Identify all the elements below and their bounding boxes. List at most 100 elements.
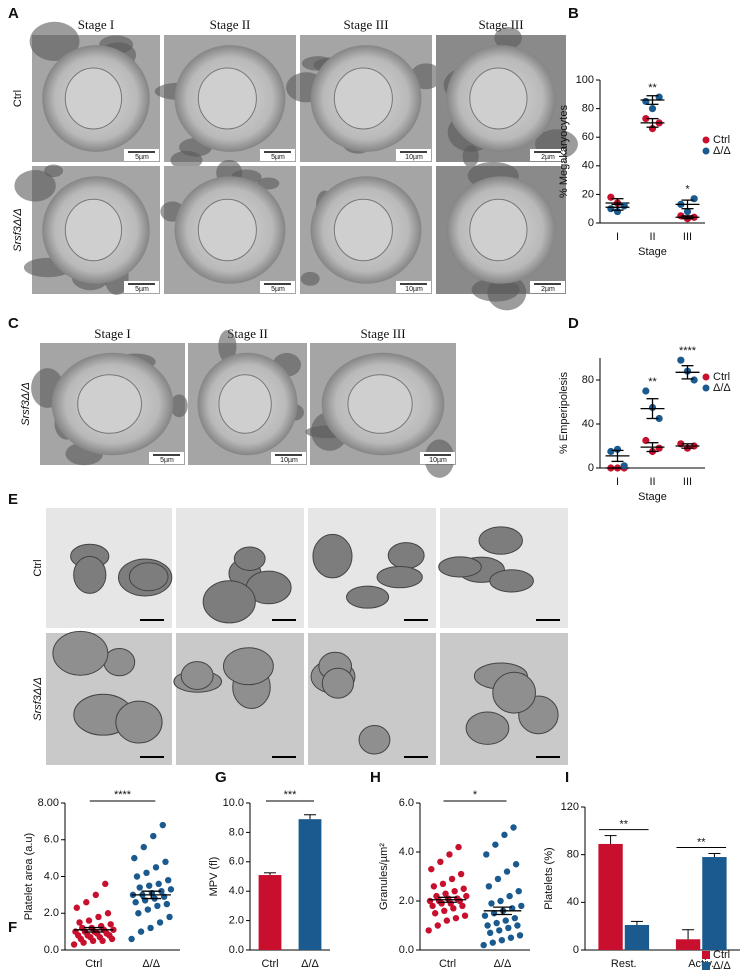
x-axis-title: Stage [638, 491, 667, 503]
data-point [690, 195, 698, 203]
y-axis-title: MPV (fl) [208, 857, 220, 897]
data-point [144, 906, 152, 913]
panel-label: I [565, 769, 569, 786]
data-point [429, 902, 436, 910]
data-point [497, 897, 504, 905]
data-point [158, 888, 165, 895]
data-point [516, 932, 524, 939]
bar [675, 939, 701, 950]
legend-swatch [702, 384, 710, 392]
data-point [147, 924, 154, 932]
data-point [502, 917, 509, 924]
platelet [492, 671, 537, 714]
scale-bar-label: 10µm [405, 286, 423, 293]
scale-bar-label: 10µm [280, 457, 298, 464]
y-tick-label: 2.0 [399, 895, 414, 907]
data-point [102, 880, 109, 888]
data-point [83, 899, 90, 906]
scale-bar-label: 2µm [541, 286, 555, 293]
column-title: Stage II [227, 326, 268, 341]
data-point [481, 912, 489, 919]
data-point [690, 376, 698, 384]
y-tick-label: 10.0 [223, 797, 244, 809]
y-tick-label: 80 [582, 374, 594, 386]
y-tick-label: 2.0 [44, 907, 59, 919]
data-point [496, 927, 503, 934]
column-title: Stage II [210, 17, 251, 32]
legend-swatch [702, 373, 710, 381]
y-axis-title: Platelets (%) [543, 847, 555, 909]
data-point [167, 886, 175, 893]
column-title: Stage I [78, 17, 114, 32]
data-point [146, 882, 153, 889]
data-point [448, 875, 456, 883]
data-point [159, 821, 166, 829]
y-tick-label: 6.0 [399, 797, 414, 809]
data-point [607, 193, 615, 201]
row-label: Srsf3Δ/Δ [32, 677, 44, 721]
significance: **** [679, 345, 697, 357]
platelet [115, 700, 163, 744]
data-point [613, 445, 622, 453]
data-point [433, 892, 440, 900]
data-point [457, 870, 465, 878]
platelet [73, 555, 107, 594]
nucleus [469, 198, 528, 262]
data-point [155, 880, 162, 888]
data-point [486, 929, 494, 937]
legend-swatch [702, 951, 710, 959]
row-label: Ctrl [32, 559, 44, 576]
nucleus [347, 374, 413, 434]
data-point [140, 843, 147, 851]
x-tick-label: Activ. [688, 958, 714, 970]
data-point [425, 927, 432, 934]
y-tick-label: 40 [582, 160, 594, 172]
column-title: Stage III [360, 326, 405, 341]
data-point [512, 861, 520, 868]
nucleus [197, 67, 257, 130]
y-tick-label: 4.0 [44, 870, 59, 882]
platelet [312, 533, 353, 579]
x-tick-label: Rest. [611, 958, 637, 970]
row-label: Srsf3Δ/Δ [20, 382, 32, 426]
platelet [478, 526, 523, 555]
y-tick-label: 0 [573, 944, 579, 956]
data-point [483, 851, 490, 858]
data-point [431, 910, 439, 917]
bar [598, 843, 623, 950]
significance: ** [619, 819, 628, 831]
panel-label: E [8, 491, 18, 508]
panel-label: A [8, 5, 19, 22]
data-point [70, 941, 78, 948]
y-tick-label: 8.00 [38, 797, 59, 809]
data-point [92, 891, 99, 899]
bar [258, 875, 282, 950]
data-point [439, 880, 447, 888]
platelet [438, 556, 482, 578]
scale-bar-label: 10µm [405, 154, 423, 161]
bar [624, 924, 650, 950]
platelet [128, 562, 169, 592]
column-title: Stage I [94, 326, 130, 341]
data-point [510, 824, 517, 831]
panel-label: D [568, 315, 579, 332]
platelet [376, 566, 423, 589]
data-point [95, 913, 102, 921]
data-point [503, 868, 511, 875]
y-tick-label: 6.0 [229, 856, 244, 868]
scale-bar-label: 10µm [429, 457, 447, 464]
significance: **** [114, 789, 132, 801]
data-point [494, 875, 502, 883]
legend-swatch [702, 962, 710, 970]
x-tick-label: Δ/Δ [494, 958, 512, 970]
data-point [133, 873, 141, 880]
micrograph-texture [257, 177, 280, 190]
data-point [104, 910, 112, 917]
data-point [428, 865, 435, 873]
x-tick-label: Δ/Δ [142, 958, 160, 970]
significance: ** [648, 376, 657, 388]
y-axis-title: % Megakaryocytes [558, 105, 570, 198]
data-point [150, 832, 157, 840]
